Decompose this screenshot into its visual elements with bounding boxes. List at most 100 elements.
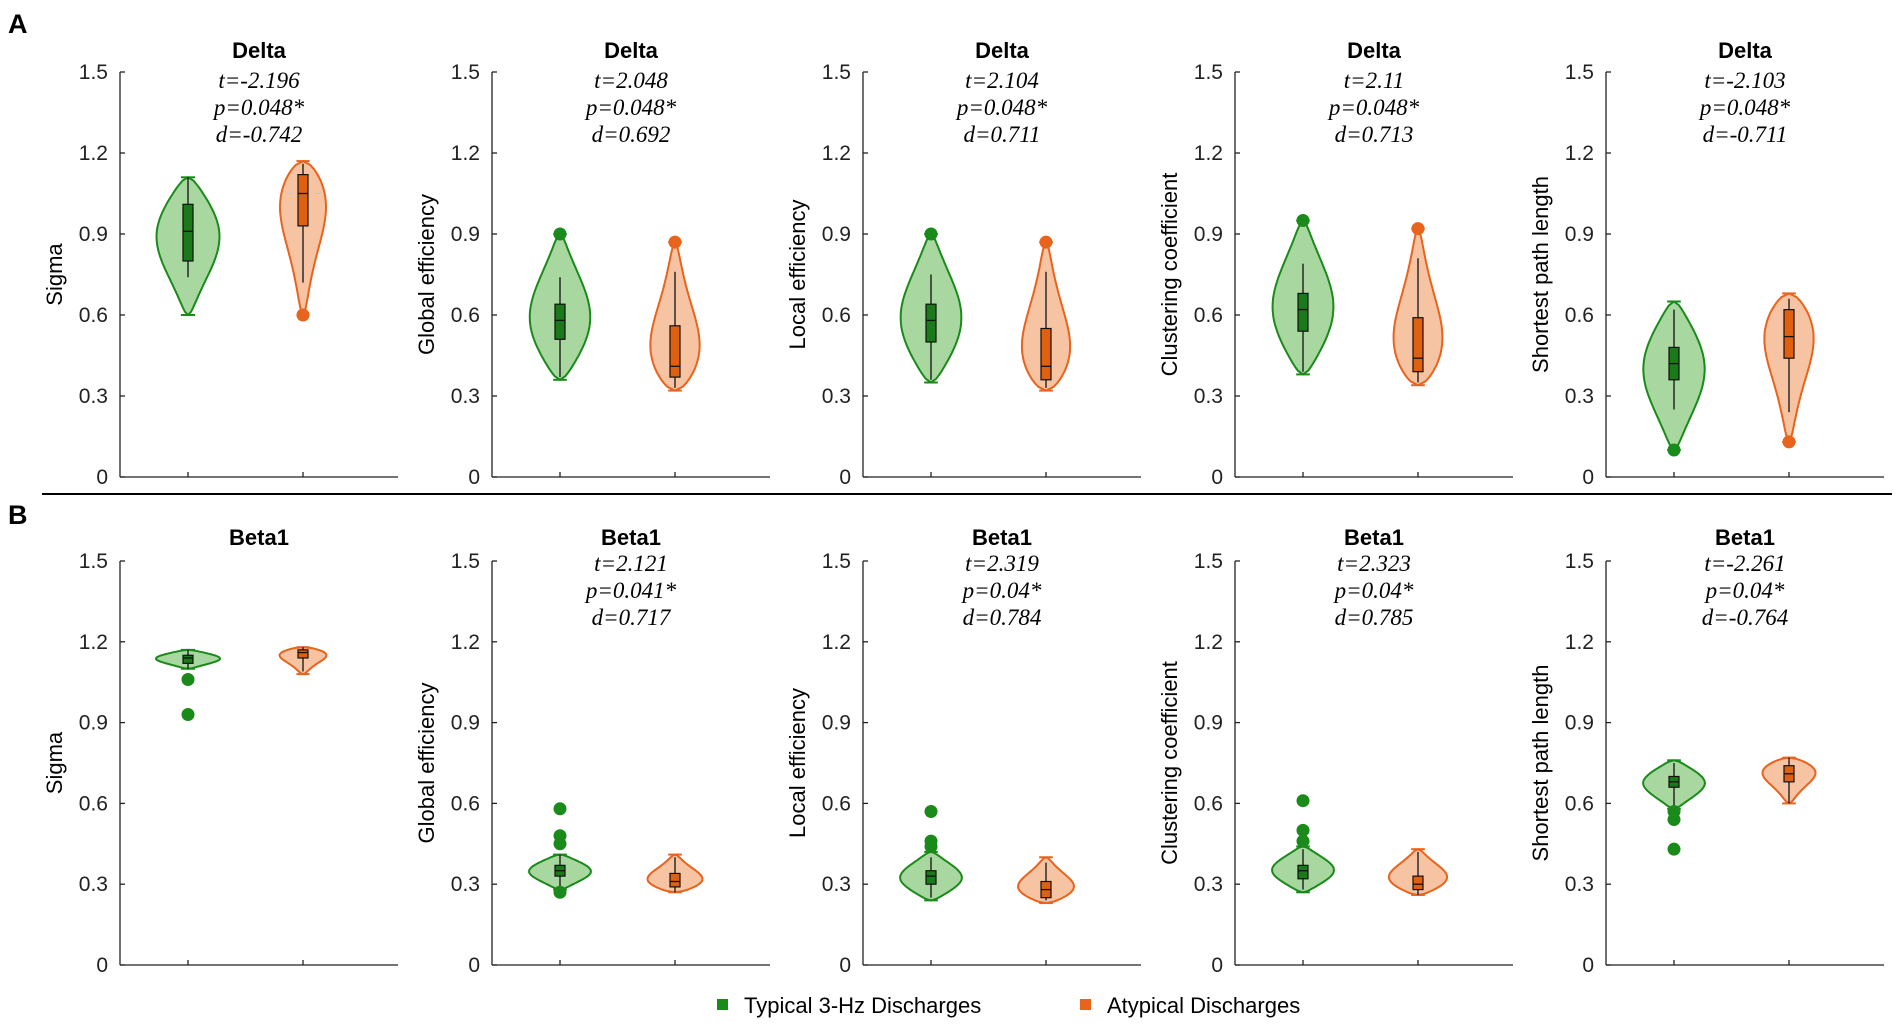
y-tick-label: 0.3 [822, 873, 851, 896]
y-tick-label: 0.9 [1565, 223, 1594, 246]
stat-line: p=0.04* [1704, 578, 1785, 603]
chart-title: Beta1 [601, 525, 661, 550]
outlier-point [553, 227, 567, 241]
stat-line: d=0.692 [592, 122, 671, 147]
outlier-point [296, 308, 310, 322]
chart-b-1: 0 0.3 0.6 0.9 1.2 1.5 Sigma Beta1 [42, 525, 398, 977]
y-tick-label: 0.3 [1565, 385, 1594, 408]
y-tick-label: 1.2 [822, 631, 851, 654]
outlier-point [1667, 842, 1681, 856]
y-tick-label: 0.6 [451, 792, 480, 815]
outlier-point [181, 708, 195, 722]
y-axis-label: Sigma [42, 243, 67, 306]
outlier-point [1296, 834, 1310, 848]
y-tick-label: 0.9 [822, 712, 851, 735]
chart-title: Delta [232, 38, 287, 63]
stat-line: t=2.319 [965, 551, 1039, 576]
chart-title: Delta [1347, 38, 1402, 63]
y-tick-label: 0.9 [451, 223, 480, 246]
y-tick-label: 1.5 [822, 550, 851, 573]
y-axis-label: Global efficiency [414, 194, 439, 355]
stat-line: d=-0.764 [1702, 605, 1788, 630]
chart-title: Beta1 [229, 525, 289, 550]
y-tick-label: 0.9 [79, 712, 108, 735]
outlier-point [668, 235, 682, 249]
panel-label-a: A [8, 9, 28, 39]
y-tick-label: 0.9 [451, 712, 480, 735]
chart-title: Beta1 [1344, 525, 1404, 550]
y-tick-label: 1.5 [79, 550, 108, 573]
y-tick-label: 1.5 [1565, 61, 1594, 84]
y-tick-label: 0.3 [451, 873, 480, 896]
stat-line: p=0.041* [584, 578, 677, 603]
iqr-box [1040, 327, 1052, 381]
chart-a-1: 0 0.3 0.6 0.9 1.2 1.5 Sigma Delta t=-2.196p=0.04… [42, 38, 398, 489]
y-tick-label: 0 [96, 466, 108, 489]
y-axis-label: Shortest path length [1528, 176, 1553, 373]
stat-line: d=-0.742 [216, 122, 302, 147]
y-tick-label: 0.6 [1565, 304, 1594, 327]
y-tick-label: 1.5 [1565, 550, 1594, 573]
stat-line: p=0.048* [212, 95, 305, 120]
y-axis-label: Local efficiency [785, 688, 810, 838]
chart-b-5: 0 0.3 0.6 0.9 1.2 1.5 Shortest path length Beta… [1528, 525, 1884, 977]
iqr-box [1783, 309, 1795, 359]
y-tick-label: 0.9 [1194, 712, 1223, 735]
iqr-box [669, 325, 681, 378]
y-tick-label: 1.2 [79, 142, 108, 165]
charts-group: 00.30.60.91.21.5SigmaDeltat=-2.196p=0.04… [42, 38, 1884, 977]
y-tick-label: 0.6 [79, 304, 108, 327]
y-tick-label: 0.6 [822, 792, 851, 815]
iqr-box [925, 870, 937, 885]
iqr-box [1297, 864, 1309, 880]
outlier-point [181, 673, 195, 687]
stat-line: t=2.104 [965, 68, 1039, 93]
iqr-box [669, 872, 681, 888]
y-tick-label: 0.9 [79, 223, 108, 246]
chart-a-3: 0 0.3 0.6 0.9 1.2 1.5 Local efficiency Delta t=2… [785, 38, 1141, 489]
y-tick-label: 0 [468, 466, 480, 489]
y-tick-label: 0 [1582, 466, 1594, 489]
stat-line: t=2.121 [594, 551, 668, 576]
stat-line: p=0.048* [1698, 95, 1791, 120]
outlier-point [1296, 214, 1310, 227]
chart-b-2: 0 0.3 0.6 0.9 1.2 1.5 Global efficiency Beta1t=… [414, 525, 770, 977]
y-tick-label: 0.6 [1194, 792, 1223, 815]
y-tick-label: 0 [839, 466, 851, 489]
y-tick-label: 1.2 [1565, 631, 1594, 654]
y-tick-label: 0.3 [451, 385, 480, 408]
y-tick-label: 1.2 [822, 142, 851, 165]
stat-line: t=-2.196 [218, 68, 300, 93]
chart-b-4: 0 0.3 0.6 0.9 1.2 1.5 Clustering coefficient Be… [1157, 525, 1513, 977]
iqr-box [297, 649, 309, 659]
y-tick-label: 0.6 [1194, 304, 1223, 327]
outlier-point [1296, 794, 1310, 808]
y-tick-label: 1.5 [822, 61, 851, 84]
y-axis-label: Sigma [42, 731, 67, 794]
stat-line: p=0.04* [961, 578, 1042, 603]
chart-title: Beta1 [972, 525, 1032, 550]
y-axis-label: Clustering coefficient [1157, 173, 1182, 377]
outlier-point [1039, 235, 1053, 249]
y-tick-label: 0.6 [79, 792, 108, 815]
chart-a-5: 0 0.3 0.6 0.9 1.2 1.5 Shortest path length Delt… [1528, 38, 1884, 489]
y-tick-label: 0 [1211, 466, 1223, 489]
y-tick-label: 1.2 [1194, 631, 1223, 654]
y-tick-label: 0 [96, 954, 108, 977]
y-tick-label: 1.5 [451, 61, 480, 84]
outlier-point [1667, 443, 1681, 457]
y-axis-label: Clustering coefficient [1157, 661, 1182, 865]
stat-line: t=2.323 [1337, 551, 1411, 576]
legend-swatch-atypical [1080, 999, 1091, 1010]
chart-title: Delta [604, 38, 659, 63]
y-tick-label: 1.2 [1565, 142, 1594, 165]
y-tick-label: 1.2 [79, 631, 108, 654]
legend-label-typical: Typical 3-Hz Discharges [744, 993, 981, 1018]
y-tick-label: 1.2 [1194, 142, 1223, 165]
y-axis-label: Local efficiency [785, 199, 810, 349]
stat-line: d=0.784 [963, 605, 1042, 630]
iqr-box [1412, 317, 1424, 373]
stat-line: t=-2.261 [1704, 551, 1785, 576]
y-axis-label: Shortest path length [1528, 665, 1553, 862]
